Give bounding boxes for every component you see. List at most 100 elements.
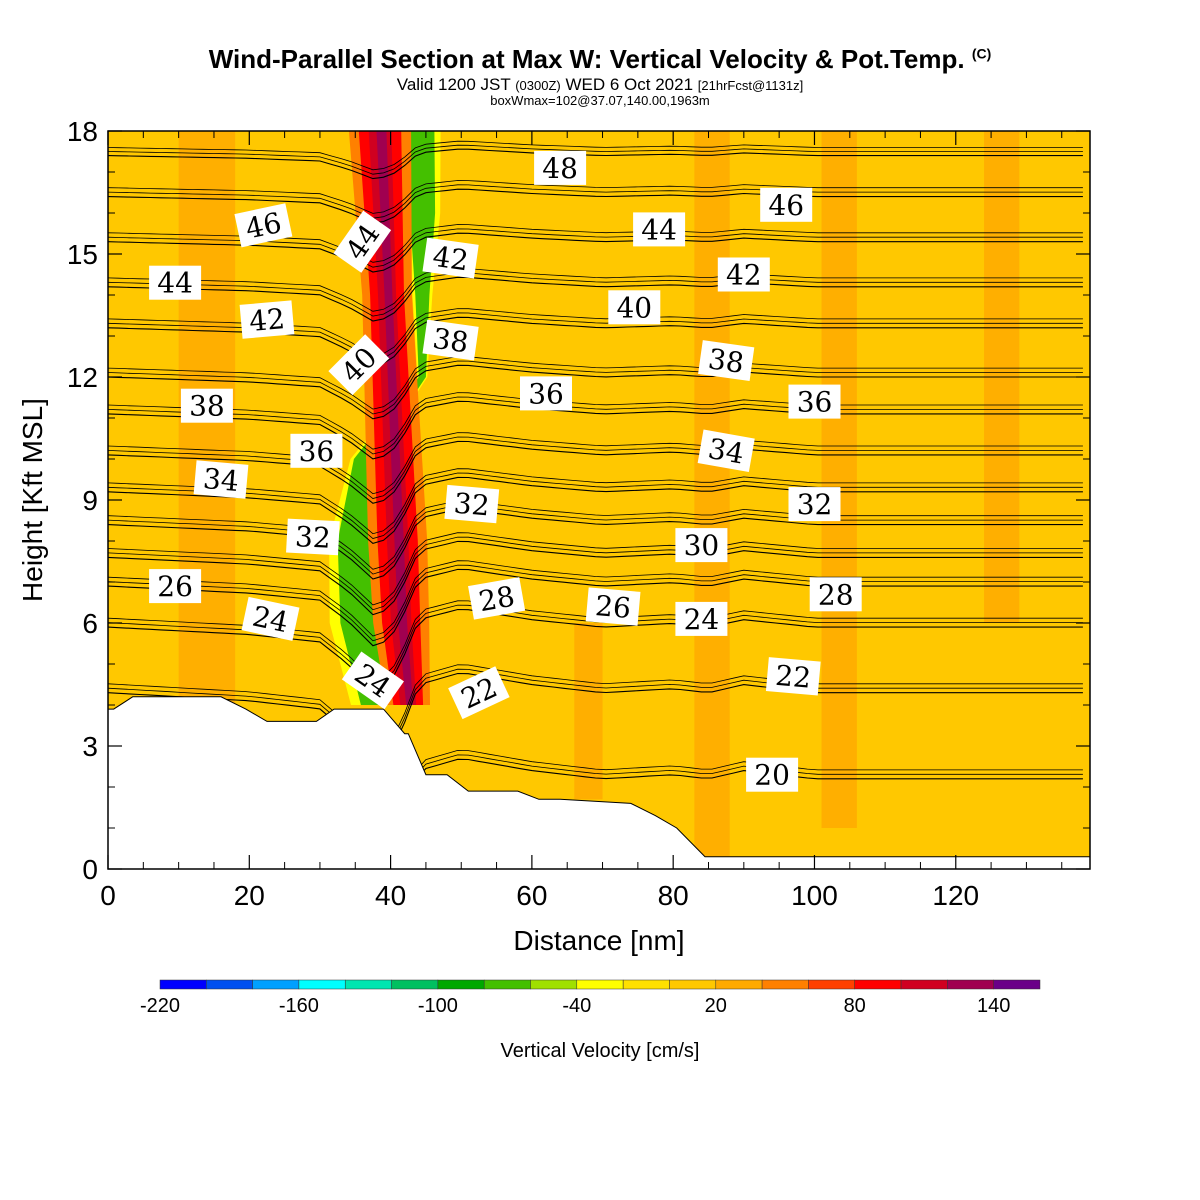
theta-contour-line <box>108 664 1083 753</box>
x-tick-label: 100 <box>791 880 838 911</box>
theta-contour-line <box>108 500 1083 570</box>
contour-label-text: 28 <box>818 578 854 611</box>
theta-contour-line <box>108 392 1083 450</box>
colorbar-swatch <box>206 979 253 990</box>
contour-label-text: 48 <box>542 152 578 185</box>
contour-label: 38 <box>422 319 479 361</box>
colorbar-tick-label: 20 <box>705 995 727 1017</box>
colorbar-swatch <box>993 979 1041 990</box>
contour-label: 36 <box>290 433 343 468</box>
contour-label: 46 <box>234 203 293 248</box>
theta-contour-line <box>108 668 1083 757</box>
y-tick-label: 3 <box>82 731 98 762</box>
theta-contour-line <box>108 356 1083 410</box>
y-tick-label: 9 <box>82 485 98 516</box>
contour-label-text: 42 <box>431 240 471 278</box>
contour-label-text: 24 <box>250 600 292 640</box>
theta-contour-line <box>108 536 1083 611</box>
theta-contour-line <box>108 144 1083 175</box>
contour-label-text: 30 <box>684 529 720 562</box>
x-tick-label: 60 <box>516 880 547 911</box>
y-axis-label: Height [Kft MSL] <box>17 398 48 602</box>
contour-label-text: 38 <box>431 322 471 360</box>
theta-contour-line <box>108 148 1083 180</box>
contour-label: 46 <box>760 187 813 222</box>
contour-label: 48 <box>534 150 587 185</box>
contour-label-box <box>608 290 661 325</box>
theta-contour-line <box>108 184 1083 219</box>
contour-label-box <box>468 577 526 620</box>
velocity-fill-region <box>574 623 603 800</box>
colorbar-swatch <box>437 979 485 990</box>
colorbar-swatch <box>298 979 346 990</box>
contour-label-text: 44 <box>641 213 677 246</box>
contour-label: 28 <box>468 577 526 620</box>
contour-label: 34 <box>697 429 755 473</box>
contour-label-text: 36 <box>528 377 564 410</box>
colorbar-swatch <box>159 979 207 990</box>
contour-label-text: 26 <box>157 570 193 603</box>
contour-label: 26 <box>149 569 202 604</box>
contour-label-text: 40 <box>616 291 652 324</box>
contour-label-box <box>328 334 390 396</box>
theta-contour-line <box>108 364 1083 420</box>
theta-contours <box>108 140 1083 850</box>
velocity-fill-region <box>178 131 236 726</box>
contour-label-box <box>444 484 500 524</box>
x-tick-label: 20 <box>234 880 265 911</box>
colorbar-tick-label: -160 <box>279 995 319 1017</box>
colorbar-tick-label: -220 <box>140 995 180 1017</box>
theta-contour-line <box>108 436 1083 499</box>
contour-label-text: 36 <box>299 435 335 468</box>
contour-label: 32 <box>444 484 500 524</box>
contour-label-text: 28 <box>476 580 517 619</box>
contour-label-box <box>333 210 392 273</box>
velocity-fill-region <box>821 131 857 828</box>
theta-contour-line <box>108 140 1083 171</box>
contour-label-box <box>788 487 841 522</box>
contour-label-box <box>341 651 404 710</box>
contour-label-box <box>765 657 821 696</box>
theta-contour-line <box>108 360 1083 415</box>
contour-label-text: 34 <box>706 432 747 471</box>
contour-label-box <box>239 300 295 339</box>
contour-label-box <box>290 433 343 468</box>
x-tick-label: 40 <box>375 880 406 911</box>
x-tick-label: 120 <box>932 880 979 911</box>
contour-label-box <box>180 388 233 423</box>
contour-label: 34 <box>193 460 249 499</box>
contour-label: 24 <box>241 596 300 641</box>
theta-contour-line <box>108 276 1083 322</box>
contour-label-box <box>788 384 841 419</box>
theta-contour-line <box>108 560 1083 637</box>
contour-label-text: 24 <box>684 603 720 636</box>
y-tick-label: 18 <box>67 116 98 147</box>
colorbar-swatch <box>345 979 392 990</box>
contour-label-box <box>585 587 641 626</box>
contour-label: 26 <box>585 587 641 626</box>
x-tick-label: 0 <box>100 880 116 911</box>
contour-label-text: 46 <box>243 206 285 246</box>
contour-label-text: 20 <box>754 759 790 792</box>
contour-label: 22 <box>765 657 821 696</box>
contour-label: 20 <box>746 757 799 792</box>
theta-contour-line <box>108 400 1083 460</box>
contour-label-text: 44 <box>157 267 193 300</box>
theta-contour-line <box>108 672 1083 763</box>
y-tick-label: 15 <box>67 239 98 270</box>
colorbar-swatch <box>808 979 855 990</box>
colorbar-swatch <box>854 979 902 990</box>
colorbar-tick-label: -40 <box>562 995 591 1017</box>
contour-label: 32 <box>286 518 340 556</box>
colorbar-swatch <box>669 979 717 990</box>
contour-label-text: 38 <box>706 342 746 380</box>
contour-label-text: 42 <box>726 259 762 292</box>
theta-contour-line <box>108 268 1083 312</box>
contour-label: 44 <box>149 265 202 300</box>
x-tick-label: 80 <box>658 880 689 911</box>
colorbar-swatch <box>947 979 994 990</box>
contour-label: 32 <box>788 487 841 522</box>
